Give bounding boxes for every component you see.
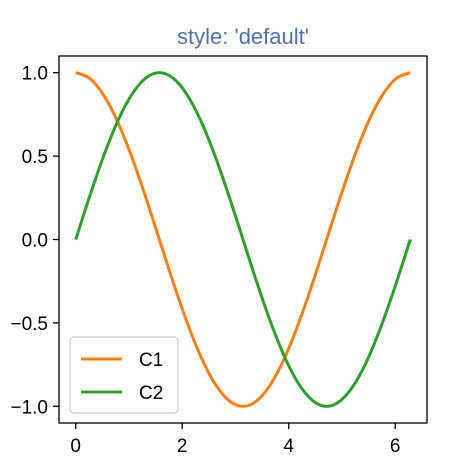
legend: C1 C2 [69, 336, 179, 414]
legend-label-c2: C2 [139, 383, 163, 404]
y-tick-label: −0.5 [10, 314, 48, 335]
y-tick-label: 0.5 [22, 147, 48, 168]
x-tick-label: 4 [283, 436, 294, 457]
y-tick-label: 0.0 [22, 231, 48, 252]
legend-box [69, 336, 179, 414]
x-tick-label: 0 [70, 436, 81, 457]
x-tick-label: 2 [177, 436, 188, 457]
series-line-c1 [75, 71, 411, 408]
chart-title: style: 'default' [177, 24, 309, 49]
axes: 0 2 4 6 1.0 0.5 0.0 −0.5 −1.0 [10, 64, 400, 457]
y-tick-label: 1.0 [22, 64, 48, 85]
legend-label-c1: C1 [139, 350, 163, 371]
plot-area [74, 71, 412, 408]
series-line-c2 [74, 71, 412, 408]
y-tick-label: −1.0 [10, 397, 48, 418]
x-tick-label: 6 [390, 436, 401, 457]
